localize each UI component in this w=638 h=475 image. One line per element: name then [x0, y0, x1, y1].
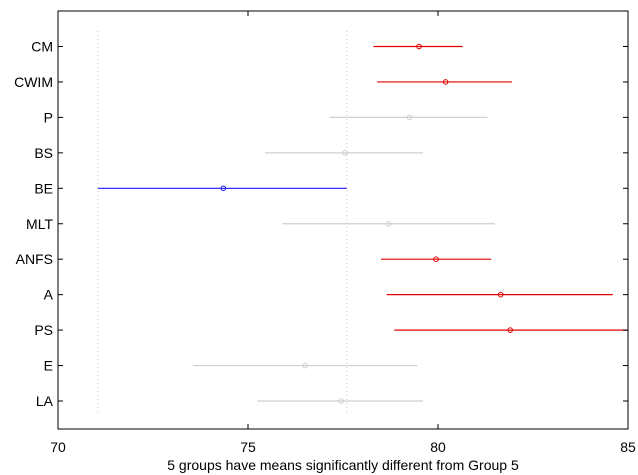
- mean-marker: [507, 327, 514, 333]
- y-tick-label: E: [44, 358, 53, 374]
- y-tick-label: BE: [34, 180, 53, 196]
- mean-marker: [497, 291, 504, 298]
- x-axis-label: 5 groups have means significantly differ…: [167, 457, 519, 473]
- mean-marker: [433, 256, 439, 263]
- y-tick-label: LA: [36, 393, 54, 409]
- x-tick-label: 70: [50, 439, 66, 455]
- y-tick-label: PS: [34, 322, 53, 338]
- mean-marker: [406, 114, 413, 121]
- mean-marker: [416, 43, 422, 50]
- y-tick-label: CM: [31, 39, 53, 55]
- mean-marker: [302, 362, 308, 369]
- y-tick-label: CWIM: [14, 74, 53, 90]
- plot-area: [57, 10, 629, 430]
- y-axis: CM CWIM P BS BE MLT ANFS A PS E LA: [14, 39, 628, 409]
- mean-marker: [442, 79, 449, 85]
- y-tick-label: A: [44, 287, 54, 303]
- reference-lines: [97, 31, 348, 415]
- y-tick-label: BS: [34, 145, 53, 161]
- mean-marker: [385, 220, 392, 227]
- y-tick-label: P: [44, 109, 53, 125]
- y-tick-label: MLT: [26, 216, 53, 232]
- x-tick-label: 85: [620, 439, 636, 455]
- mean-marker: [342, 150, 348, 156]
- mean-marker: [220, 185, 227, 192]
- x-tick-label: 75: [240, 439, 256, 455]
- x-axis: 70 75 80 85: [50, 11, 636, 455]
- mean-marker: [338, 398, 344, 404]
- interval-series: [97, 43, 628, 404]
- x-tick-label: 80: [430, 439, 446, 455]
- y-tick-label: ANFS: [16, 251, 53, 267]
